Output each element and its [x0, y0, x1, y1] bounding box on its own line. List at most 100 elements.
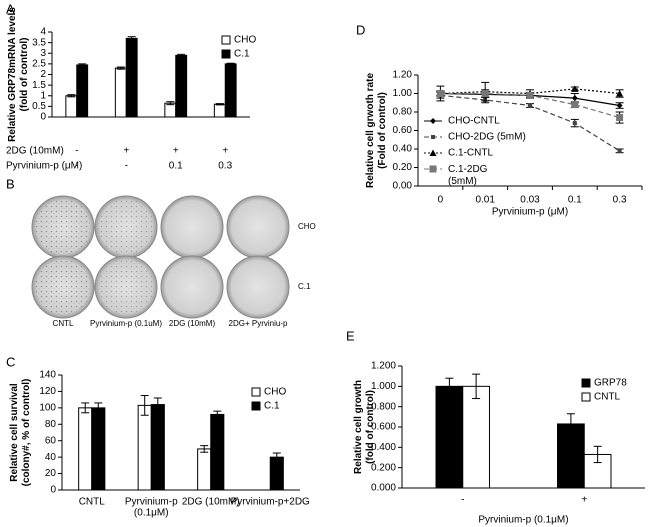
x-tick-label: 0	[438, 195, 444, 206]
panel-letter: A	[6, 1, 15, 16]
x-tick-label: -	[461, 495, 464, 506]
x-tick-label: Pyrvinium-p+2DG	[231, 497, 310, 508]
y-axis-label: Relative cell survival(colony#, % of con…	[9, 379, 32, 487]
bar	[150, 404, 165, 491]
row-label: CHO	[298, 222, 316, 231]
y-axis-label: Relative cell grwoth rate(Fold of contro…	[365, 73, 388, 188]
marker	[528, 103, 532, 108]
column-label: 2DG (10mM)	[169, 319, 216, 328]
y-tick-label: 0.40	[393, 144, 413, 155]
y-tick-label: 1.000	[371, 381, 396, 392]
y-tick-label: 0.600	[371, 422, 396, 433]
column-label: Pyrvinium-p (0.1uM)	[90, 319, 162, 328]
marker	[429, 149, 437, 156]
y-tick-label: 2	[40, 69, 46, 80]
x-tick-label: 2DG (10mM)	[182, 497, 240, 508]
marker	[571, 85, 579, 92]
bar	[78, 407, 93, 491]
error-bar	[593, 445, 602, 464]
marker	[617, 148, 622, 153]
error-bar	[166, 101, 175, 106]
error-bar	[116, 66, 125, 70]
error-bar	[226, 62, 235, 66]
error-bar	[177, 53, 186, 57]
x-tick-label: 0.1	[568, 195, 582, 206]
x-tick-label: +	[581, 495, 587, 506]
bar	[197, 448, 212, 491]
legend-swatch	[251, 401, 261, 411]
legend-swatch	[581, 378, 591, 388]
marker	[571, 101, 579, 109]
error-bar	[272, 452, 281, 462]
marker	[571, 95, 578, 102]
y-tick-label: 0.800	[371, 401, 396, 412]
bar	[137, 404, 152, 491]
colonies	[98, 199, 154, 255]
legend-label: CHO	[264, 387, 286, 398]
marker	[431, 135, 435, 139]
y-tick-label: 0.80	[393, 107, 413, 118]
error-bar	[566, 413, 575, 435]
legend-label: C.1	[234, 49, 250, 60]
colonies	[35, 259, 91, 315]
legend-label: C.1-2DG (5mM)	[448, 164, 488, 187]
y-tick-label: 0	[50, 485, 56, 496]
bar	[462, 385, 490, 489]
error-bar	[200, 445, 209, 453]
legend-swatch	[251, 387, 261, 397]
bar	[435, 385, 464, 489]
legend-label: C.1-CNTL	[448, 148, 493, 159]
y-tick-label: 1	[40, 90, 46, 101]
x-axis-label: Pyrvinium-p (μM)	[492, 207, 568, 218]
y-tick-label: 1.20	[393, 70, 413, 81]
column-label: CNTL	[53, 319, 74, 328]
bar	[91, 407, 106, 491]
marker	[616, 102, 623, 109]
row-value: 0.3	[218, 161, 232, 172]
y-tick-label: 3.5	[32, 37, 46, 48]
row-value: -	[75, 146, 78, 157]
plate	[160, 195, 224, 259]
legend-label: CNTL	[594, 392, 621, 403]
row-value: +	[123, 146, 129, 157]
legend-swatch	[221, 35, 231, 45]
legend-swatch	[581, 392, 591, 402]
y-tick-label: 20	[45, 468, 57, 479]
marker	[572, 121, 577, 126]
error-bar	[94, 402, 103, 414]
bar	[269, 456, 284, 491]
legend-label: GRP78	[594, 378, 627, 389]
y-tick-label: 0	[40, 112, 46, 123]
colonies	[35, 199, 91, 255]
bar	[557, 423, 585, 489]
legend-label: CHO-CNTL	[448, 116, 500, 127]
y-tick-label: 1.200	[371, 361, 396, 372]
marker	[526, 91, 534, 99]
row-label: C.1	[298, 282, 311, 291]
error-bar	[81, 402, 90, 414]
bar	[114, 67, 127, 118]
error-bar	[78, 63, 87, 67]
error-bar	[445, 377, 454, 395]
error-bar	[140, 395, 149, 416]
row-value: 0.1	[169, 161, 183, 172]
error-bar	[67, 94, 76, 98]
bar	[65, 95, 78, 118]
legend-label: CHO-2DG (5mM)	[448, 132, 526, 143]
bar	[164, 102, 177, 118]
bar	[125, 37, 138, 118]
y-tick-label: 0.000	[371, 483, 396, 494]
x-axis-label: Pyrvinium-p (0.1μM)	[478, 515, 568, 526]
y-tick-label: 0.5	[32, 101, 46, 112]
row-value: +	[222, 146, 228, 157]
y-tick-label: 80	[45, 419, 57, 430]
bar	[583, 453, 612, 489]
row-value: -	[125, 161, 128, 172]
y-tick-label: 60	[45, 435, 57, 446]
plate	[226, 255, 290, 319]
y-tick-label: 2.5	[32, 59, 46, 70]
panel-letter: E	[346, 328, 355, 343]
marker	[481, 90, 489, 97]
y-tick-label: 0.20	[393, 162, 413, 173]
